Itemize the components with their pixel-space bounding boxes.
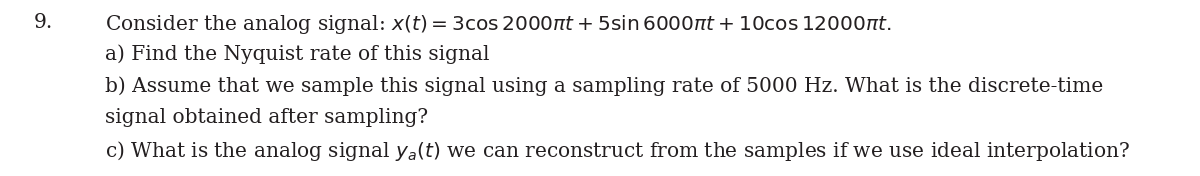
- Text: c) What is the analog signal $y_a(t)$ we can reconstruct from the samples if we : c) What is the analog signal $y_a(t)$ we…: [106, 139, 1130, 163]
- Text: signal obtained after sampling?: signal obtained after sampling?: [106, 108, 428, 127]
- Text: a) Find the Nyquist rate of this signal: a) Find the Nyquist rate of this signal: [106, 45, 490, 64]
- Text: Consider the analog signal: $x(t) = 3\cos 2000\pi t + 5\sin 6000\pi t + 10\cos 1: Consider the analog signal: $x(t) = 3\co…: [106, 13, 892, 36]
- Text: 9.: 9.: [34, 13, 53, 32]
- Text: b) Assume that we sample this signal using a sampling rate of 5000 Hz. What is t: b) Assume that we sample this signal usi…: [106, 76, 1103, 96]
